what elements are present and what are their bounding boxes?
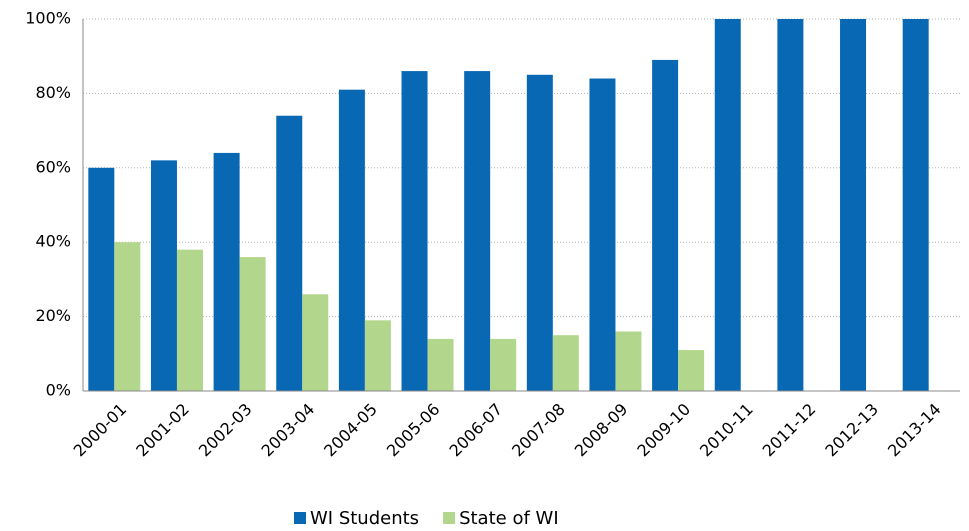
- legend-label: WI Students: [310, 508, 419, 529]
- y-tick-label: 0%: [46, 381, 71, 400]
- x-tick-label: 2000-01: [70, 400, 131, 461]
- y-tick-label: 80%: [35, 83, 71, 102]
- x-tick-label: 2007-08: [508, 400, 569, 461]
- bar: [840, 19, 867, 391]
- legend-label: State of WI: [459, 508, 559, 529]
- bar: [652, 59, 679, 392]
- bar: [714, 19, 741, 391]
- x-tick-label: 2003-04: [258, 400, 319, 461]
- x-tick-label: 2006-07: [445, 400, 506, 461]
- x-tick-label: 2011-12: [759, 400, 820, 461]
- bar: [902, 19, 929, 391]
- bar: [88, 167, 115, 391]
- legend-swatch: [443, 512, 456, 524]
- x-tick-label: 2002-03: [195, 400, 256, 461]
- x-tick-label: 2001-02: [132, 400, 193, 461]
- bar: [150, 160, 177, 391]
- x-tick-label: 2010-11: [696, 400, 757, 461]
- x-tick-label: 2005-06: [383, 400, 444, 461]
- bar: [401, 71, 428, 391]
- y-tick-label: 20%: [35, 306, 71, 325]
- bar: [239, 257, 266, 391]
- bar: [302, 294, 329, 391]
- x-tick-label: 2004-05: [320, 400, 381, 461]
- bar: [364, 320, 391, 391]
- bar: [552, 335, 579, 391]
- x-tick-label: 2009-10: [633, 400, 694, 461]
- bar: [427, 338, 454, 391]
- bar: [526, 74, 553, 392]
- y-tick-label: 100%: [25, 9, 71, 28]
- bar: [276, 115, 303, 391]
- bar: [615, 331, 642, 391]
- bar: [678, 350, 705, 391]
- bar: [213, 152, 240, 391]
- bar: [464, 71, 491, 391]
- y-tick-label: 40%: [35, 232, 71, 251]
- bar: [176, 249, 203, 391]
- x-tick-label: 2012-13: [821, 400, 882, 461]
- bar: [490, 338, 517, 391]
- bar: [589, 78, 616, 392]
- x-tick-label: 2013-14: [884, 400, 945, 461]
- bar: [338, 89, 365, 392]
- legend-swatch: [294, 512, 306, 524]
- y-tick-label: 60%: [35, 157, 71, 176]
- bar: [114, 242, 141, 391]
- bar: [777, 19, 804, 391]
- x-tick-label: 2008-09: [571, 400, 632, 461]
